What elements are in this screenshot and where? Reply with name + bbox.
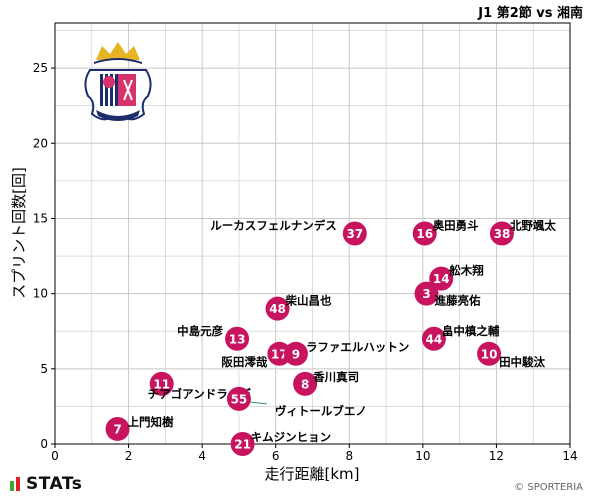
- data-point: 37 ルーカスフェルナンデス: [210, 219, 367, 246]
- point-number: 44: [426, 332, 443, 346]
- point-marker: [342, 221, 367, 246]
- point-number: 55: [231, 392, 248, 406]
- x-tick-label: 4: [198, 449, 206, 463]
- point-number: 21: [234, 438, 251, 452]
- y-tick-label: 10: [33, 287, 48, 301]
- point-name-label: 北野颯太: [510, 219, 556, 233]
- point-name-label: 柴山昌也: [285, 294, 332, 308]
- point-name-label: ルーカスフェルナンデス: [210, 219, 337, 233]
- point-marker: [293, 371, 318, 396]
- stats-bars-icon: [10, 477, 20, 491]
- y-tick-label: 25: [33, 61, 48, 75]
- point-marker: [489, 221, 514, 246]
- match-title: J1 第2節 vs 湘南: [478, 6, 583, 21]
- y-tick-label: 0: [40, 437, 48, 451]
- point-marker: [149, 371, 174, 396]
- x-tick-label: 10: [415, 449, 430, 463]
- point-number: 16: [416, 227, 433, 241]
- point-number: 37: [346, 227, 363, 241]
- data-point: 17 阪田澪哉: [221, 341, 292, 369]
- point-name-label: 奥田勇斗: [432, 219, 479, 233]
- x-axis-label: 走行距離[km]: [264, 465, 359, 483]
- stats-brand: STATs: [10, 474, 82, 494]
- point-marker: [230, 432, 255, 456]
- point-marker: [412, 221, 437, 246]
- y-tick-label: 5: [40, 362, 48, 376]
- x-tick-label: 14: [562, 449, 577, 463]
- x-tick-label: 12: [489, 449, 504, 463]
- point-number: 9: [292, 347, 300, 361]
- point-name-label: 田中駿汰: [499, 355, 545, 369]
- point-number: 48: [269, 302, 286, 316]
- data-point: 55 ヴィトールブエノ: [226, 386, 367, 418]
- data-point: 7 上門知樹: [105, 415, 174, 441]
- x-tick-label: 2: [125, 449, 133, 463]
- point-marker: [267, 341, 292, 366]
- point-name-label: ヴィトールブエノ: [275, 404, 367, 418]
- cerezo-osaka-crest-icon: [84, 42, 152, 121]
- point-number: 3: [422, 287, 430, 301]
- point-number: 38: [494, 227, 511, 241]
- point-number: 11: [153, 377, 170, 391]
- label-leader-line: [248, 401, 267, 405]
- point-name-label: 畠中槙之輔: [442, 324, 500, 338]
- point-number: 10: [481, 347, 498, 361]
- x-tick-label: 0: [51, 449, 59, 463]
- point-marker: [105, 416, 130, 441]
- point-name-label: チアゴアンドラーデ: [148, 387, 252, 401]
- point-marker: [265, 296, 290, 321]
- point-number: 17: [271, 347, 288, 361]
- point-name-label: 香川真司: [312, 370, 359, 384]
- point-marker: [477, 341, 502, 366]
- point-name-label: 上門知樹: [128, 415, 174, 429]
- point-marker: [414, 281, 439, 306]
- axis-ticks: 0 2 4 6 8 10 12 14 0 5 10 15 20 25: [33, 61, 578, 463]
- point-name-label: キムジンヒョン: [251, 430, 332, 444]
- point-marker: [429, 266, 454, 291]
- y-axis-label: スプリント回数[回]: [10, 167, 28, 299]
- point-number: 8: [301, 377, 309, 391]
- copyright: © SPORTERIA: [514, 482, 583, 493]
- data-point: 3 進藤亮佑: [414, 281, 481, 308]
- x-tick-label: 6: [272, 449, 280, 463]
- point-marker: [225, 326, 250, 351]
- point-marker: [421, 326, 446, 351]
- plot-frame: [54, 22, 571, 445]
- data-point: 9 ラファエルハットン: [283, 340, 410, 366]
- point-number: 14: [433, 272, 450, 286]
- y-tick-label: 20: [33, 136, 48, 150]
- point-marker: [283, 341, 308, 366]
- point-number: 13: [229, 332, 246, 346]
- point-name-label: 進藤亮佑: [435, 294, 481, 308]
- point-name-label: ラファエルハットン: [306, 340, 410, 354]
- point-name-label: 阪田澪哉: [221, 355, 267, 369]
- point-number: 7: [113, 422, 121, 436]
- point-name-label: 舩木翔: [449, 264, 484, 278]
- brand-name: STATs: [26, 474, 83, 494]
- x-tick-label: 8: [345, 449, 353, 463]
- point-marker: [226, 386, 251, 411]
- data-point: 13 中島元彦: [177, 324, 250, 351]
- y-tick-label: 15: [33, 211, 48, 225]
- point-name-label: 中島元彦: [177, 324, 223, 338]
